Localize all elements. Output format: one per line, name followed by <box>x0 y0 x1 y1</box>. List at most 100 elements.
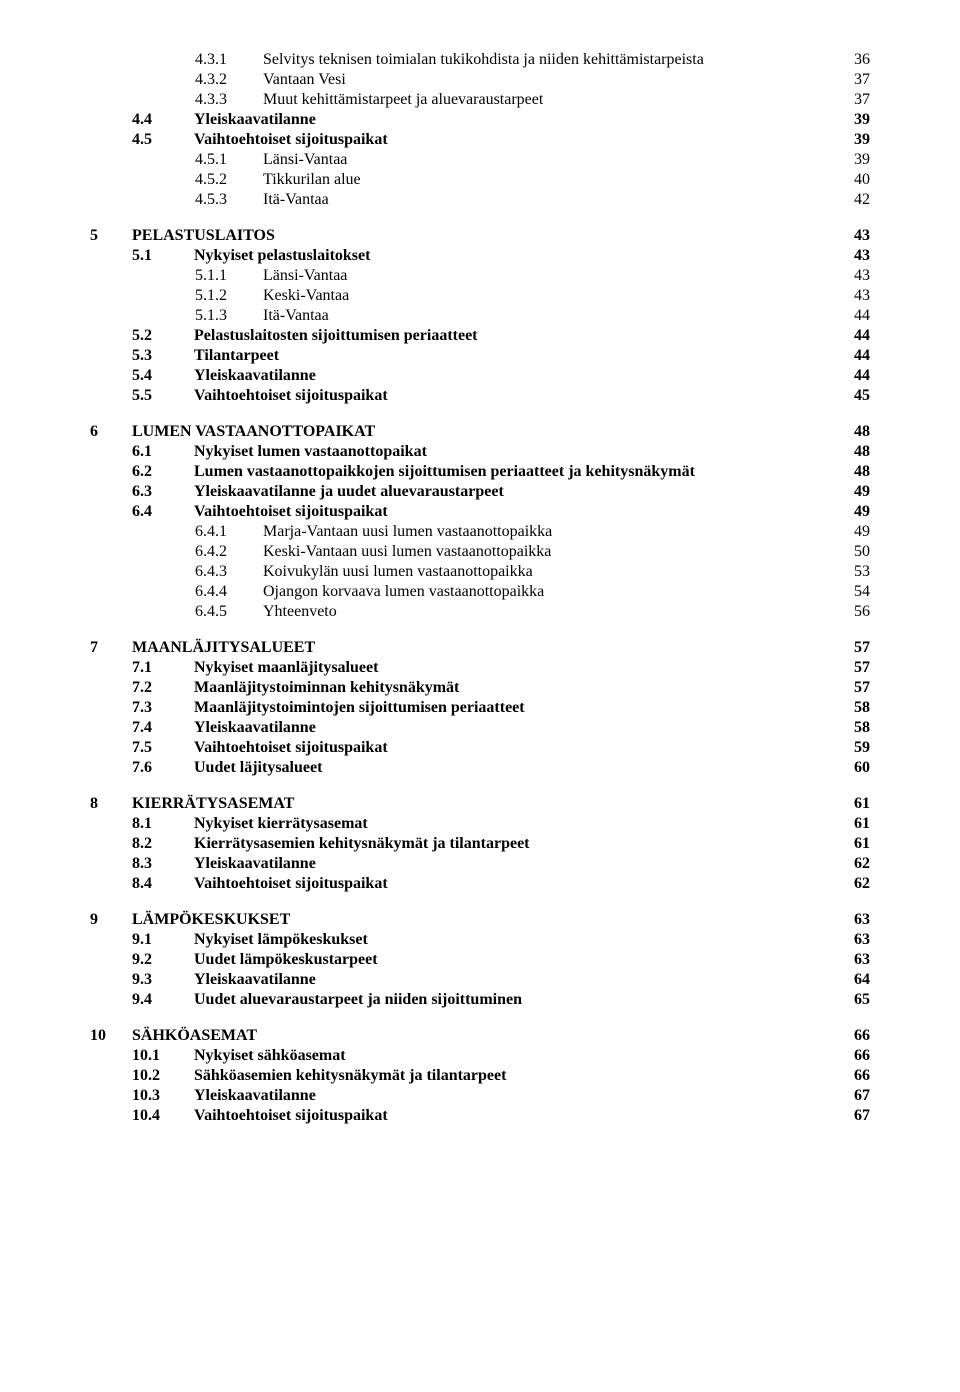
toc-entry-title: Yleiskaavatilanne <box>194 111 316 128</box>
toc-entry: 9.1Nykyiset lämpökeskukset63 <box>90 930 870 950</box>
toc-entry: 6.4Vaihtoehtoiset sijoituspaikat49 <box>90 502 870 522</box>
toc-entry-page: 39 <box>834 130 870 150</box>
toc-entry: 10.3Yleiskaavatilanne 67 <box>90 1086 870 1106</box>
toc-entry-number: 10.3 <box>132 1086 194 1106</box>
toc-entry: 4.5.3Itä-Vantaa42 <box>90 190 870 210</box>
toc-entry-title: Tilantarpeet <box>194 347 279 364</box>
toc-entry-page: 58 <box>834 718 870 738</box>
toc-entry-page: 49 <box>834 522 870 542</box>
toc-entry: 6.4.5Yhteenveto56 <box>90 602 870 622</box>
toc-entry-number: 7.6 <box>132 758 194 778</box>
toc-entry-number: 5.1.1 <box>195 266 263 286</box>
toc-entry-title: Pelastuslaitosten sijoittumisen periaatt… <box>194 327 478 344</box>
toc-entry-label: 4.5.2Tikkurilan alue <box>195 170 361 190</box>
toc-entry: 9LÄMPÖKESKUKSET 63 <box>90 910 870 930</box>
toc-entry: 4.4Yleiskaavatilanne 39 <box>90 110 870 130</box>
toc-entry-label: 10.2Sähköasemien kehitysnäkymät ja tilan… <box>132 1066 506 1086</box>
toc-entry-label: 5PELASTUSLAITOS <box>90 226 275 246</box>
toc-entry-label: 5.1.2Keski-Vantaa <box>195 286 349 306</box>
toc-entry-label: 6.4.4Ojangon korvaava lumen vastaanottop… <box>195 582 544 602</box>
toc-entry-page: 53 <box>834 562 870 582</box>
toc-entry-page: 67 <box>834 1086 870 1106</box>
toc-entry: 7.2Maanläjitystoiminnan kehitysnäkymät57 <box>90 678 870 698</box>
toc-entry-number: 5.2 <box>132 326 194 346</box>
toc-entry-title: Vaihtoehtoiset sijoituspaikat <box>194 387 388 404</box>
toc-entry-page: 49 <box>834 502 870 522</box>
toc-entry-label: 8.3Yleiskaavatilanne <box>132 854 316 874</box>
toc-entry-label: 6.4.5Yhteenveto <box>195 602 337 622</box>
toc-entry-page: 61 <box>834 834 870 854</box>
toc-entry: 6LUMEN VASTAANOTTOPAIKAT48 <box>90 422 870 442</box>
toc-entry-title: Vaihtoehtoiset sijoituspaikat <box>194 739 388 756</box>
toc-entry-page: 57 <box>834 638 870 658</box>
toc-entry-number: 9.3 <box>132 970 194 990</box>
toc-entry-label: 6.4.2Keski-Vantaan uusi lumen vastaanott… <box>195 542 551 562</box>
toc-entry-page: 63 <box>834 910 870 930</box>
toc-entry-label: 6.3Yleiskaavatilanne ja uudet aluevaraus… <box>132 482 504 502</box>
section-gap <box>90 1010 870 1026</box>
toc-entry: 5PELASTUSLAITOS43 <box>90 226 870 246</box>
toc-entry-title: MAANLÄJITYSALUEET <box>132 639 315 656</box>
toc-entry-page: 48 <box>834 462 870 482</box>
toc-entry: 4.5.2Tikkurilan alue40 <box>90 170 870 190</box>
toc-entry-title: Yleiskaavatilanne <box>194 1087 316 1104</box>
toc-entry-title: Koivukylän uusi lumen vastaanottopaikka <box>263 563 533 580</box>
toc-entry-label: 5.4Yleiskaavatilanne <box>132 366 316 386</box>
toc-entry-number: 8.1 <box>132 814 194 834</box>
section-gap <box>90 778 870 794</box>
toc-entry-label: 4.3.2Vantaan Vesi <box>195 70 346 90</box>
toc-entry: 5.1.3Itä-Vantaa44 <box>90 306 870 326</box>
toc-entry-number: 4.4 <box>132 110 194 130</box>
toc-entry-label: 9.3Yleiskaavatilanne <box>132 970 316 990</box>
toc-entry-page: 50 <box>834 542 870 562</box>
toc-entry-label: 9.2Uudet lämpökeskustarpeet <box>132 950 378 970</box>
toc-entry: 6.4.1Marja-Vantaan uusi lumen vastaanott… <box>90 522 870 542</box>
toc-entry-page: 36 <box>834 50 870 70</box>
toc-entry-number: 6.4.5 <box>195 602 263 622</box>
toc-entry-number: 5.4 <box>132 366 194 386</box>
toc-entry-number: 4.3.3 <box>195 90 263 110</box>
toc-entry-page: 58 <box>834 698 870 718</box>
toc-entry-page: 60 <box>834 758 870 778</box>
toc-entry: 4.5.1Länsi-Vantaa39 <box>90 150 870 170</box>
toc-entry-title: Vaihtoehtoiset sijoituspaikat <box>194 1107 388 1124</box>
toc-entry-number: 9.2 <box>132 950 194 970</box>
toc-entry-title: Keski-Vantaan uusi lumen vastaanottopaik… <box>263 543 551 560</box>
section-gap <box>90 622 870 638</box>
toc-entry-label: 9LÄMPÖKESKUKSET <box>90 910 290 930</box>
toc-entry-label: 7.5Vaihtoehtoiset sijoituspaikat <box>132 738 388 758</box>
toc-entry-title: Nykyiset lämpökeskukset <box>194 931 368 948</box>
toc-entry-title: Uudet läjitysalueet <box>194 759 322 776</box>
toc-entry-label: 5.5Vaihtoehtoiset sijoituspaikat <box>132 386 388 406</box>
section-gap <box>90 894 870 910</box>
toc-entry: 8.4Vaihtoehtoiset sijoituspaikat62 <box>90 874 870 894</box>
toc-entry-label: 7.4Yleiskaavatilanne <box>132 718 316 738</box>
toc-entry-page: 54 <box>834 582 870 602</box>
toc-entry-label: 8.2Kierrätysasemien kehitysnäkymät ja ti… <box>132 834 530 854</box>
toc-entry-page: 49 <box>834 482 870 502</box>
toc-entry-title: Uudet aluevaraustarpeet ja niiden sijoit… <box>194 991 522 1008</box>
toc-entry-page: 39 <box>834 110 870 130</box>
toc-entry-number: 4.5 <box>132 130 194 150</box>
toc-entry-title: Uudet lämpökeskustarpeet <box>194 951 378 968</box>
toc-entry-label: 4.3.1Selvitys teknisen toimialan tukikoh… <box>195 50 704 70</box>
toc-entry-title: Keski-Vantaa <box>263 287 349 304</box>
toc-entry: 9.3Yleiskaavatilanne64 <box>90 970 870 990</box>
toc-entry-page: 37 <box>834 70 870 90</box>
toc-entry-number: 6.4.1 <box>195 522 263 542</box>
toc-entry-number: 8 <box>90 794 132 814</box>
toc-entry: 9.4Uudet aluevaraustarpeet ja niiden sij… <box>90 990 870 1010</box>
toc-entry: 4.3.3Muut kehittämistarpeet ja aluevarau… <box>90 90 870 110</box>
toc-entry: 5.5Vaihtoehtoiset sijoituspaikat45 <box>90 386 870 406</box>
toc-entry-number: 10.1 <box>132 1046 194 1066</box>
toc-entry: 5.4Yleiskaavatilanne44 <box>90 366 870 386</box>
toc-entry-label: 8.4Vaihtoehtoiset sijoituspaikat <box>132 874 388 894</box>
toc-entry-number: 7.1 <box>132 658 194 678</box>
toc-entry-number: 10.2 <box>132 1066 194 1086</box>
toc-entry-number: 7.2 <box>132 678 194 698</box>
toc-entry-number: 5.1.3 <box>195 306 263 326</box>
toc-entry: 4.3.2Vantaan Vesi 37 <box>90 70 870 90</box>
toc-entry-title: Yleiskaavatilanne <box>194 971 316 988</box>
toc-entry: 6.3Yleiskaavatilanne ja uudet aluevaraus… <box>90 482 870 502</box>
toc-entry-title: Marja-Vantaan uusi lumen vastaanottopaik… <box>263 523 552 540</box>
